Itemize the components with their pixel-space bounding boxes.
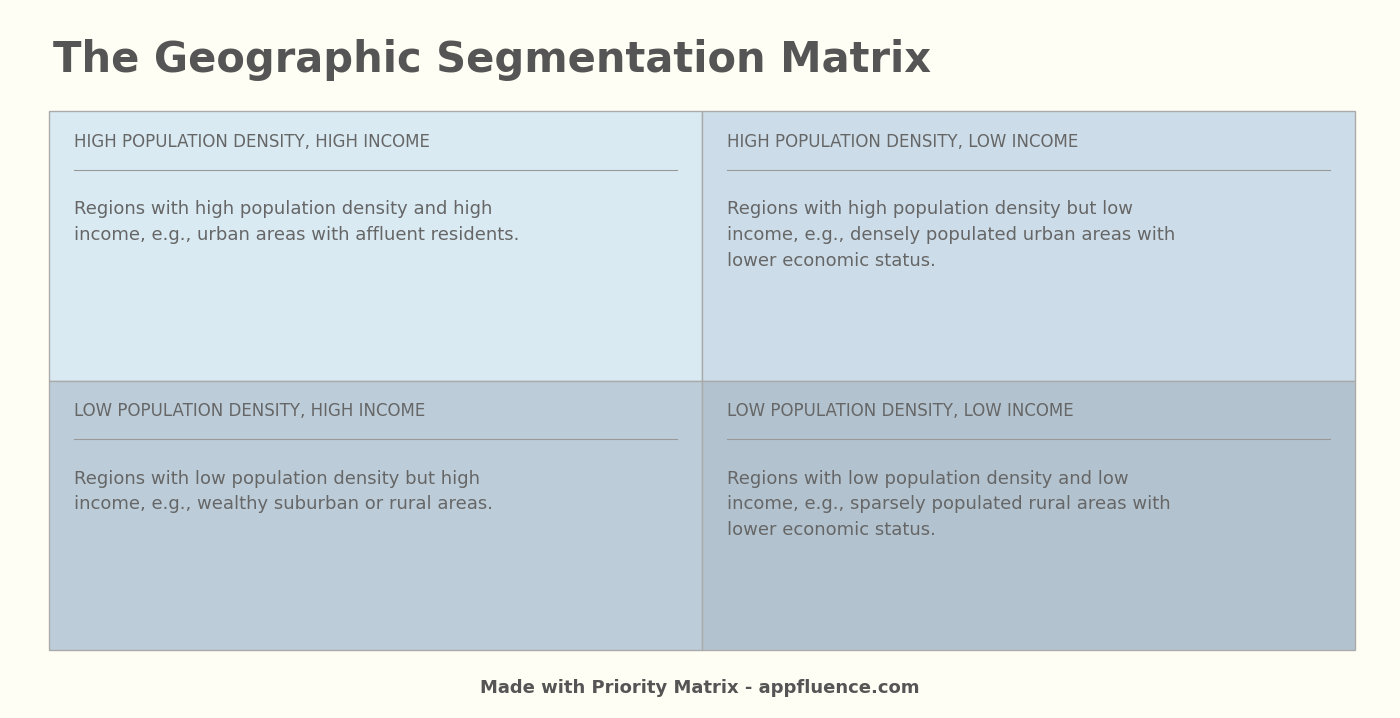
Text: Regions with high population density and high
income, e.g., urban areas with aff: Regions with high population density and… — [74, 200, 519, 244]
Text: HIGH POPULATION DENSITY, LOW INCOME: HIGH POPULATION DENSITY, LOW INCOME — [728, 133, 1078, 151]
Text: The Geographic Segmentation Matrix: The Geographic Segmentation Matrix — [53, 39, 931, 81]
Text: Regions with high population density but low
income, e.g., densely populated urb: Regions with high population density but… — [728, 200, 1176, 270]
Bar — [49, 381, 701, 650]
Text: Made with Priority Matrix - appfluence.com: Made with Priority Matrix - appfluence.c… — [480, 679, 920, 697]
Text: LOW POPULATION DENSITY, LOW INCOME: LOW POPULATION DENSITY, LOW INCOME — [728, 402, 1074, 420]
Bar — [49, 111, 701, 381]
Text: Regions with low population density and low
income, e.g., sparsely populated rur: Regions with low population density and … — [728, 470, 1170, 539]
Bar — [701, 381, 1355, 650]
Text: Regions with low population density but high
income, e.g., wealthy suburban or r: Regions with low population density but … — [74, 470, 493, 513]
Text: LOW POPULATION DENSITY, HIGH INCOME: LOW POPULATION DENSITY, HIGH INCOME — [74, 402, 426, 420]
Text: HIGH POPULATION DENSITY, HIGH INCOME: HIGH POPULATION DENSITY, HIGH INCOME — [74, 133, 430, 151]
Bar — [701, 111, 1355, 381]
